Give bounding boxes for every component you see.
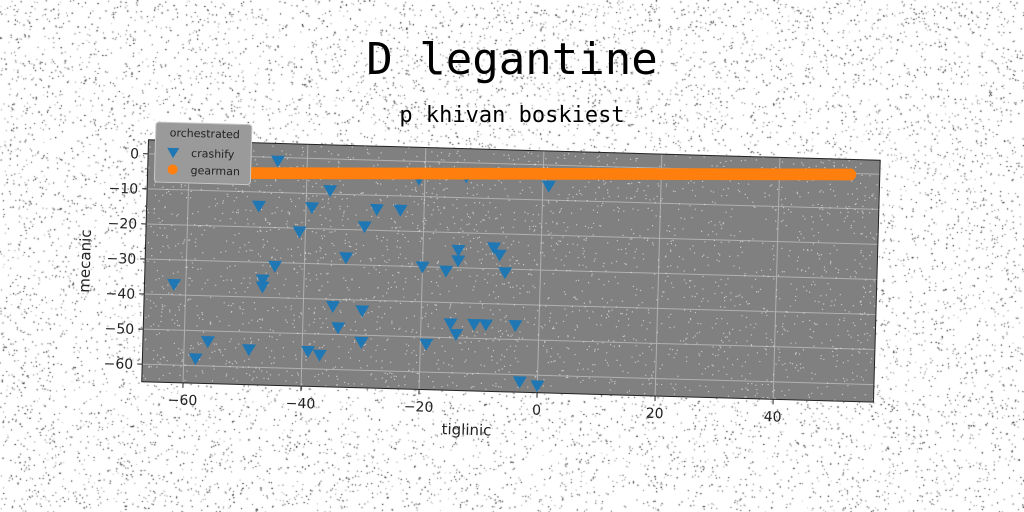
- crashify-point: [512, 376, 527, 389]
- y-ticks: 0 −10 −20 −30 −40 −50 −60: [103, 146, 149, 373]
- crashify-point: [331, 322, 346, 335]
- crashify-point: [292, 226, 307, 239]
- crashify-point: [393, 204, 408, 217]
- plot-area-group: −60 −40 −20 0 20 40 0 −10 −20 −30 −40 −50 −60 tigli…: [75, 121, 881, 439]
- y-gridline: [143, 328, 875, 351]
- crashify-point: [415, 261, 430, 274]
- crashify-point: [242, 344, 257, 357]
- crashify-point: [419, 338, 434, 351]
- crashify-point: [268, 260, 283, 273]
- crashify-point: [451, 255, 466, 268]
- x-tick-label: −60: [168, 392, 198, 409]
- crashify-point: [492, 249, 507, 262]
- x-gridline: [300, 144, 309, 387]
- y-gridline: [142, 363, 874, 386]
- x-axis-label: tiglinic: [441, 420, 491, 439]
- crashify-point: [357, 221, 372, 234]
- legend-label-gearman: gearman: [190, 164, 240, 178]
- crashify-point: [354, 336, 369, 349]
- plot-frame: [141, 139, 881, 403]
- crashify-point: [255, 274, 270, 287]
- y-tick-label: −20: [107, 216, 137, 233]
- crashify-point: [443, 318, 458, 331]
- legend-items: crashify gearman: [167, 147, 240, 178]
- y-gridline: [146, 223, 878, 245]
- y-tick-label: 0: [130, 146, 139, 162]
- crashify-point: [251, 200, 266, 213]
- crashify-point: [323, 185, 338, 198]
- y-tick-label: −40: [105, 286, 135, 303]
- x-gridline: [772, 157, 781, 400]
- x-tick-label: 40: [763, 409, 781, 425]
- crashify-point: [370, 203, 385, 216]
- series-layer: [167, 155, 857, 393]
- gearman-point: [844, 168, 857, 181]
- crashify-point: [451, 244, 466, 257]
- crashify-point: [508, 320, 523, 333]
- y-gridline: [144, 293, 876, 315]
- crashify-point: [355, 305, 370, 318]
- legend-marker-crashify: [167, 147, 180, 159]
- x-tick-label: −40: [286, 396, 316, 413]
- crashify-point: [487, 242, 502, 255]
- x-gridline: [654, 154, 663, 397]
- legend-marker-gearman: [167, 164, 178, 175]
- crashify-point: [339, 252, 354, 265]
- x-ticks: −60 −40 −20 0 20 40: [168, 382, 782, 426]
- crashify-point: [305, 202, 320, 215]
- crashify-point: [479, 319, 493, 332]
- legend-title: orchestrated: [170, 126, 241, 141]
- y-axis-label: mecanic: [75, 229, 95, 293]
- y-tick-label: −30: [106, 251, 136, 268]
- y-tick-label: −10: [108, 181, 138, 198]
- legend: orchestrated crashify gearman: [153, 121, 253, 186]
- crashify-point: [301, 345, 316, 358]
- legend-box: [153, 121, 253, 186]
- crashify-point: [255, 281, 270, 294]
- legend-label-crashify: crashify: [191, 147, 235, 161]
- x-gridline: [536, 150, 545, 393]
- y-tick-label: −60: [103, 356, 133, 373]
- crashify-point: [312, 349, 327, 362]
- x-tick-label: 0: [532, 403, 541, 419]
- chart-subtitle: p khivan boskiest: [399, 103, 625, 128]
- crashify-point: [188, 353, 203, 366]
- x-tick-label: 20: [645, 406, 663, 422]
- crashify-point: [449, 328, 464, 341]
- chart-title: D legantine: [366, 34, 658, 85]
- crashify-point: [325, 300, 340, 313]
- crashify-point: [167, 278, 182, 292]
- crashify-point: [200, 336, 215, 349]
- crashify-point: [541, 180, 556, 193]
- y-gridline: [147, 188, 879, 210]
- x-tick-label: −20: [404, 399, 434, 416]
- crashify-point: [439, 265, 454, 278]
- crashify-point: [498, 267, 513, 280]
- crashify-point: [467, 318, 482, 331]
- crashify-point: [530, 380, 545, 393]
- crashify-point: [270, 155, 285, 168]
- y-tick-label: −50: [104, 321, 134, 338]
